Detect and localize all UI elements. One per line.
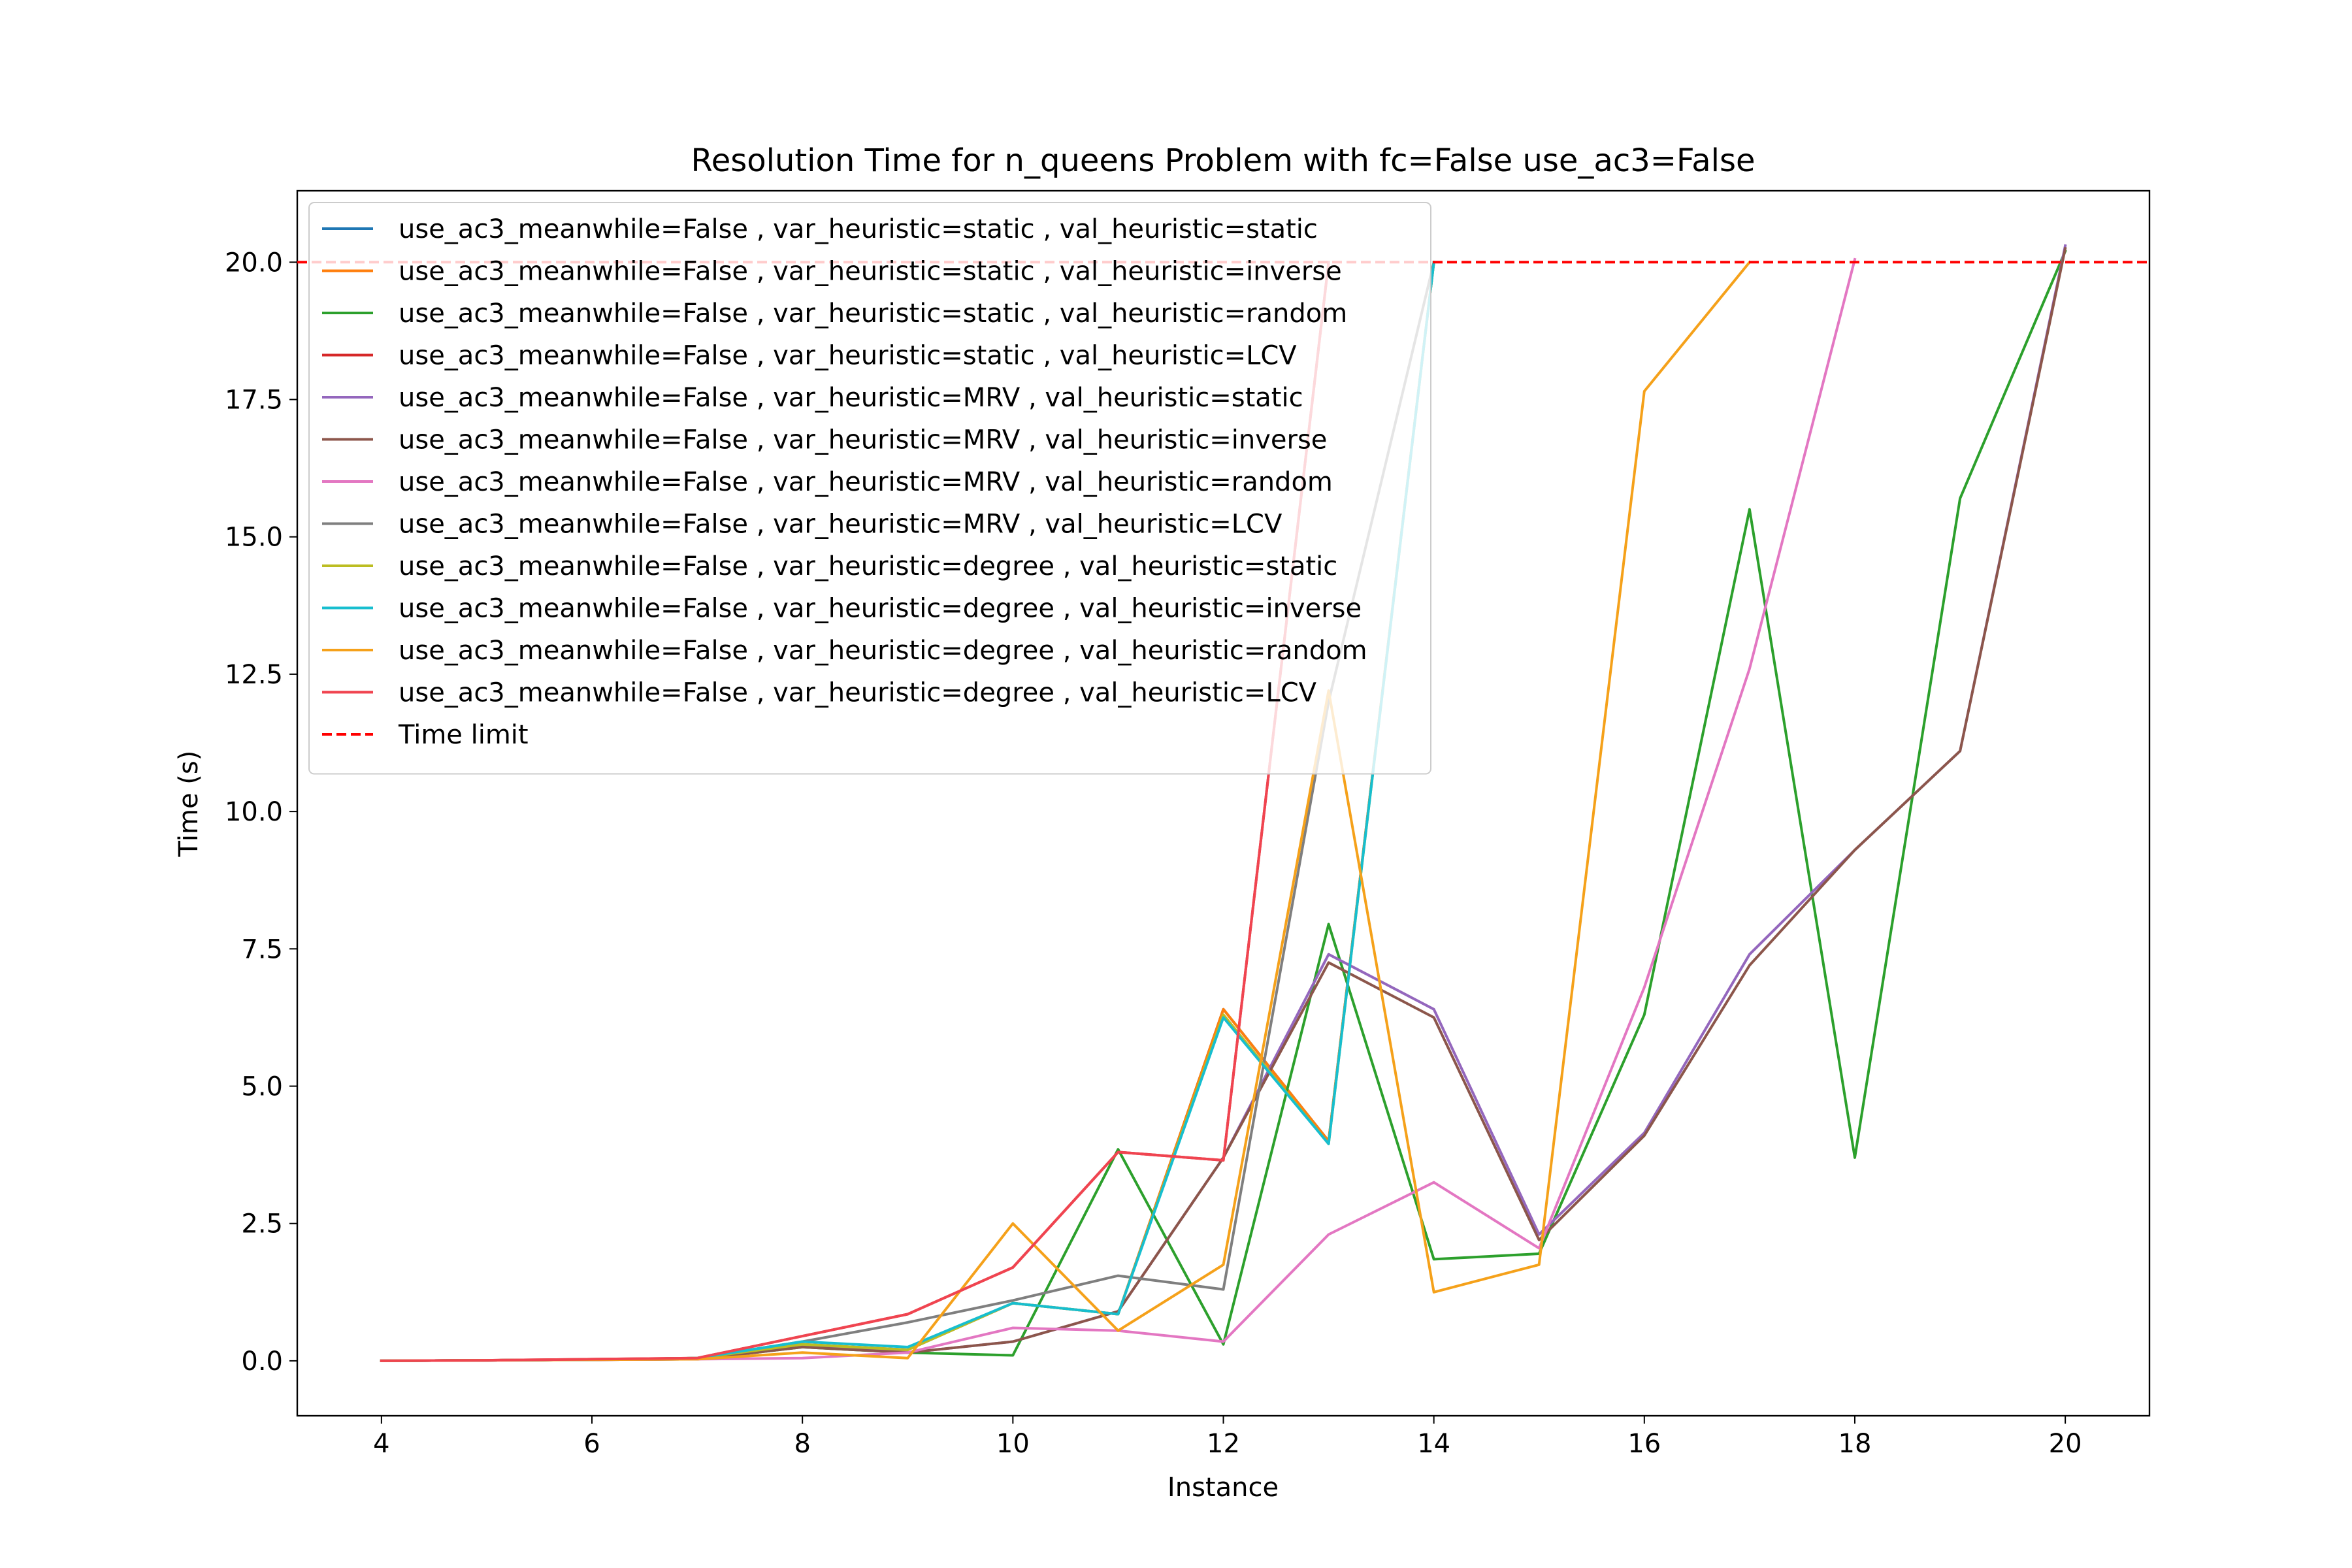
- legend-label: use_ac3_meanwhile=False , var_heuristic=…: [399, 214, 1318, 244]
- y-tick-label: 20.0: [225, 248, 283, 278]
- y-tick-label: 12.5: [225, 660, 283, 690]
- x-tick-label: 18: [1838, 1429, 1872, 1459]
- x-tick-label: 6: [583, 1429, 600, 1459]
- legend-label: use_ac3_meanwhile=False , var_heuristic=…: [399, 636, 1367, 666]
- legend-label: Time limit: [398, 720, 529, 750]
- legend-label: use_ac3_meanwhile=False , var_heuristic=…: [399, 467, 1333, 497]
- x-tick-label: 16: [1627, 1429, 1661, 1459]
- y-tick-label: 2.5: [241, 1209, 283, 1239]
- y-tick-label: 5.0: [241, 1072, 283, 1102]
- y-axis-label: Time (s): [174, 751, 204, 858]
- legend-label: use_ac3_meanwhile=False , var_heuristic=…: [399, 383, 1303, 413]
- legend-box: [308, 202, 1431, 775]
- legend-label: use_ac3_meanwhile=False , var_heuristic=…: [399, 678, 1317, 708]
- x-tick-label: 4: [373, 1429, 389, 1459]
- x-tick-label: 12: [1207, 1429, 1240, 1459]
- x-tick-label: 8: [794, 1429, 810, 1459]
- y-tick-label: 10.0: [225, 797, 283, 827]
- x-tick-label: 20: [2049, 1429, 2082, 1459]
- legend-label: use_ac3_meanwhile=False , var_heuristic=…: [399, 551, 1337, 581]
- y-tick-label: 7.5: [241, 934, 283, 964]
- y-tick-label: 0.0: [241, 1347, 283, 1377]
- chart-title: Resolution Time for n_queens Problem wit…: [691, 142, 1756, 179]
- legend-label: use_ac3_meanwhile=False , var_heuristic=…: [399, 257, 1342, 287]
- legend-label: use_ac3_meanwhile=False , var_heuristic=…: [399, 341, 1297, 371]
- legend-label: use_ac3_meanwhile=False , var_heuristic=…: [399, 510, 1282, 540]
- legend-label: use_ac3_meanwhile=False , var_heuristic=…: [399, 299, 1347, 329]
- x-tick-label: 10: [996, 1429, 1030, 1459]
- legend: use_ac3_meanwhile=False , var_heuristic=…: [308, 202, 1431, 775]
- x-axis-label: Instance: [1168, 1473, 1279, 1503]
- plot-area: 4 6 8 10 12 14 16 18 20 0.0 2.5 5.0 7.5 10.0 12.5 15.0 1…: [225, 189, 2151, 1459]
- x-tick-label: 14: [1417, 1429, 1450, 1459]
- y-tick-label: 15.0: [225, 523, 283, 553]
- series-line-12: [380, 261, 1330, 1362]
- legend-label: use_ac3_meanwhile=False , var_heuristic=…: [399, 425, 1327, 455]
- legend-label: use_ac3_meanwhile=False , var_heuristic=…: [399, 594, 1362, 624]
- y-tick-label: 17.5: [225, 385, 283, 416]
